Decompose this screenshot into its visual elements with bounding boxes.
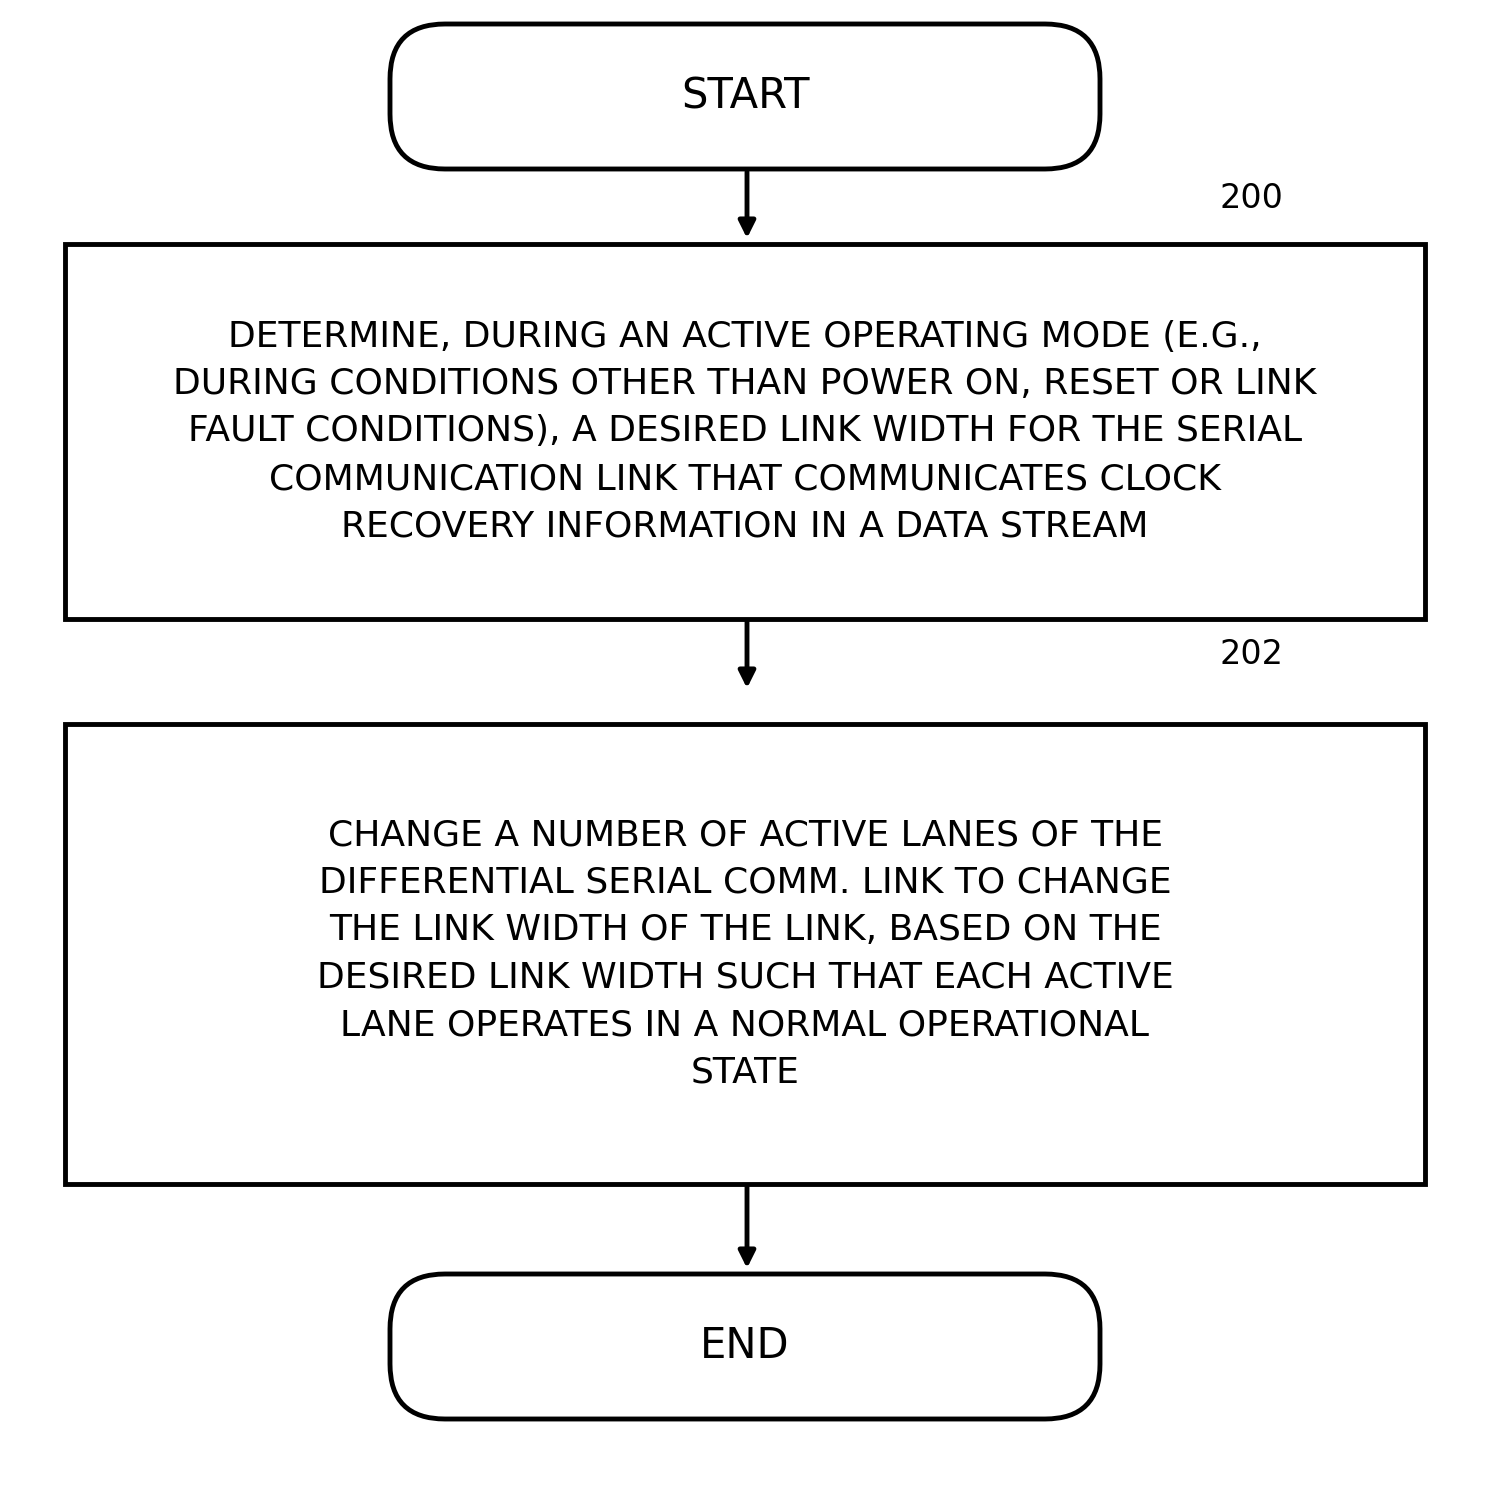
- Text: DETERMINE, DURING AN ACTIVE OPERATING MODE (E.G.,
DURING CONDITIONS OTHER THAN P: DETERMINE, DURING AN ACTIVE OPERATING MO…: [173, 320, 1317, 543]
- Text: 200: 200: [1220, 183, 1284, 216]
- Text: CHANGE A NUMBER OF ACTIVE LANES OF THE
DIFFERENTIAL SERIAL COMM. LINK TO CHANGE
: CHANGE A NUMBER OF ACTIVE LANES OF THE D…: [317, 819, 1174, 1090]
- FancyBboxPatch shape: [390, 24, 1100, 168]
- FancyBboxPatch shape: [390, 1275, 1100, 1419]
- Text: 202: 202: [1220, 637, 1284, 670]
- Bar: [64, 724, 1425, 1184]
- Text: END: END: [700, 1325, 789, 1367]
- Text: START: START: [680, 76, 809, 118]
- Bar: [64, 244, 1425, 619]
